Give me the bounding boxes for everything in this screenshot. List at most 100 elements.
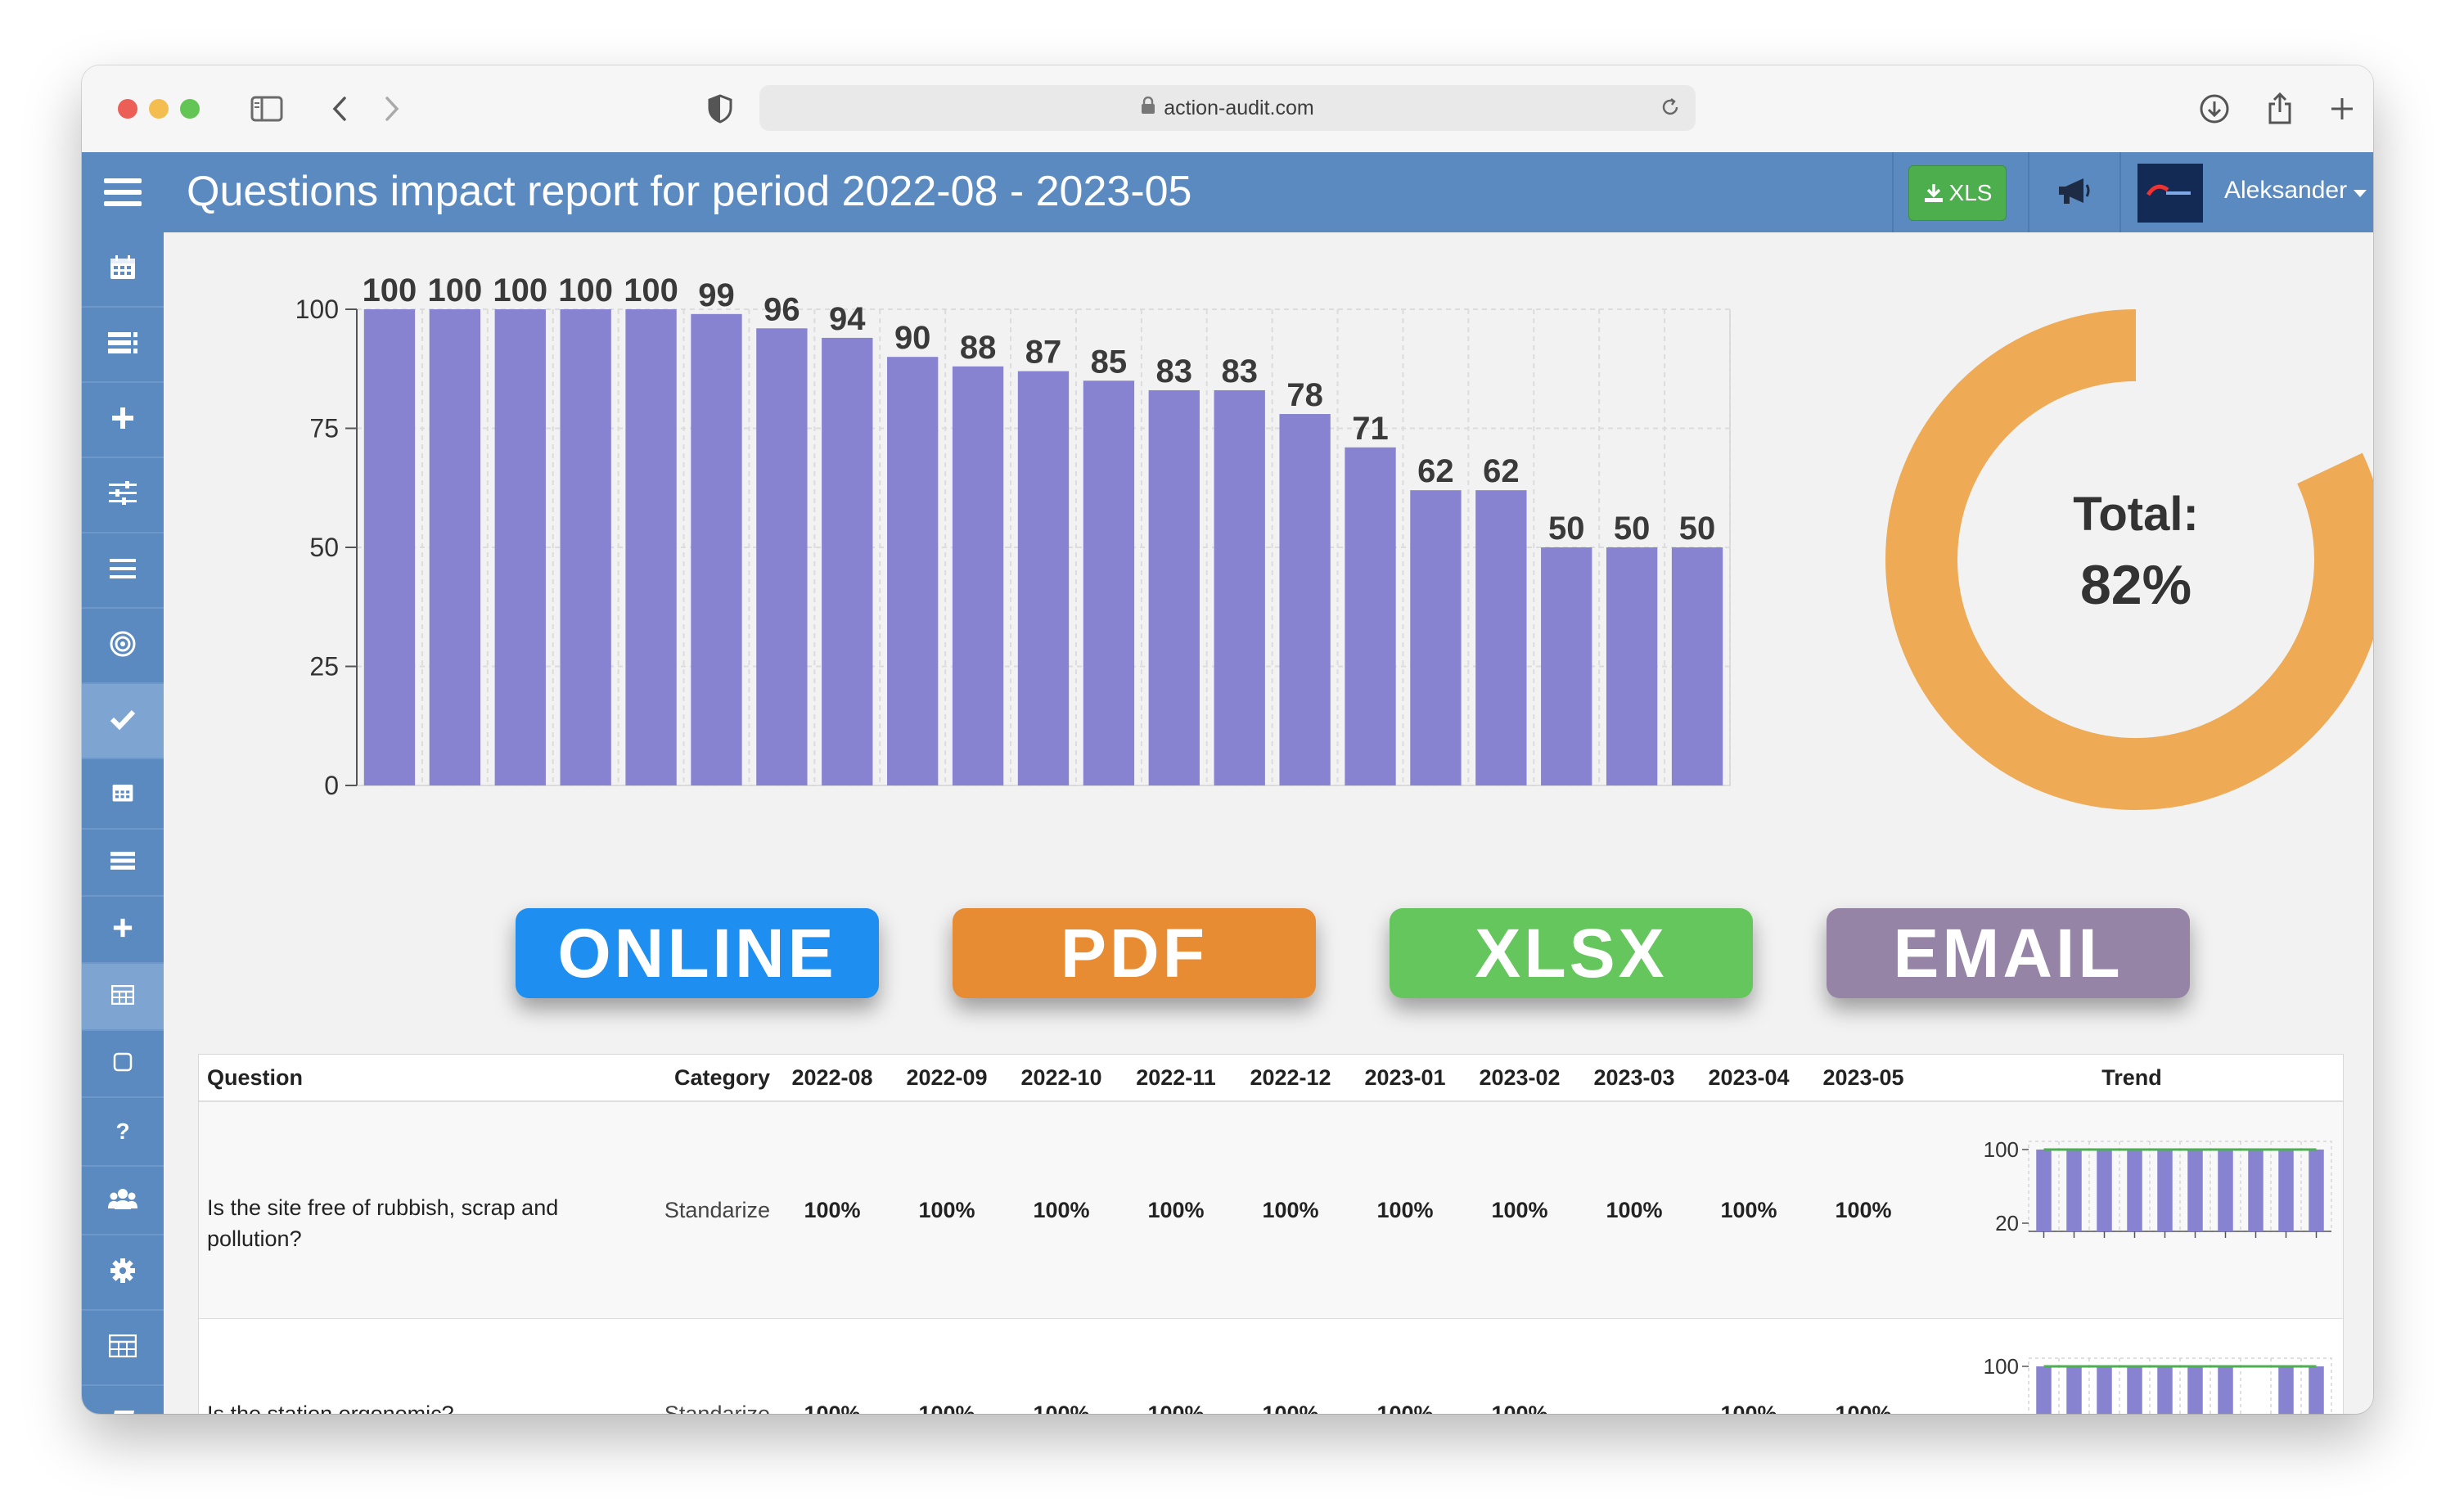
donut-total-label: Total: xyxy=(2073,487,2199,541)
column-header[interactable]: 2022-10 xyxy=(1004,1055,1119,1102)
table-row[interactable]: Is the station ergonomic? Standarize 100… xyxy=(199,1318,2343,1414)
bar[interactable] xyxy=(1410,490,1462,785)
lock-icon xyxy=(1141,96,1155,120)
bar[interactable] xyxy=(1017,371,1070,785)
sidebar-item-square[interactable] xyxy=(82,1031,164,1098)
user-menu[interactable]: Aleksander xyxy=(2224,177,2367,205)
sidebar-item-check[interactable] xyxy=(82,684,164,759)
sidebar-item-settings[interactable] xyxy=(82,1235,164,1311)
sidebar-item-add[interactable] xyxy=(82,383,164,458)
bar[interactable] xyxy=(1606,547,1658,785)
check-icon xyxy=(110,709,136,734)
bar[interactable] xyxy=(1475,490,1527,785)
sidebar-item-help[interactable]: ? xyxy=(82,1098,164,1167)
bar-value-label: 99 xyxy=(698,277,735,313)
browser-window: action-audit.com Questions impact report… xyxy=(82,65,2373,1414)
sidebar-item-menu[interactable] xyxy=(82,533,164,609)
megaphone-icon[interactable] xyxy=(2056,175,2092,212)
sidebar-item-filters[interactable] xyxy=(82,458,164,533)
sidebar-item-calendar-2[interactable] xyxy=(82,759,164,830)
bar[interactable] xyxy=(887,357,939,785)
column-header[interactable]: 2023-02 xyxy=(1462,1055,1577,1102)
bar[interactable] xyxy=(429,309,481,785)
maximize-window-button[interactable] xyxy=(180,99,200,119)
address-bar[interactable]: action-audit.com xyxy=(759,85,1696,131)
app-header: Questions impact report for period 2022-… xyxy=(82,152,2373,232)
value-cell: 100% xyxy=(1233,1101,1348,1319)
reload-icon[interactable] xyxy=(1660,97,1681,124)
y-tick-label: 50 xyxy=(309,533,339,562)
column-header[interactable]: 2022-12 xyxy=(1233,1055,1348,1102)
bar[interactable] xyxy=(1541,547,1592,785)
bar[interactable] xyxy=(560,309,611,785)
shield-icon[interactable] xyxy=(705,90,735,128)
bar[interactable] xyxy=(1214,389,1265,785)
table-row[interactable]: Is the site free of rubbish, scrap and p… xyxy=(199,1101,2343,1319)
column-header[interactable]: Question xyxy=(199,1055,624,1102)
bar[interactable] xyxy=(756,328,808,785)
grid-icon xyxy=(108,1334,137,1361)
value-cell: 100% xyxy=(1806,1318,1921,1414)
bar[interactable] xyxy=(691,313,742,785)
sidebar-item-users[interactable] xyxy=(82,1167,164,1235)
gear-icon xyxy=(110,1258,136,1288)
new-tab-icon[interactable] xyxy=(2326,90,2358,128)
donut-arc[interactable] xyxy=(1885,309,2373,810)
bar-value-label: 87 xyxy=(1025,335,1062,371)
download-icon[interactable] xyxy=(2196,90,2232,128)
bar[interactable] xyxy=(1148,389,1200,785)
bar[interactable] xyxy=(1083,380,1135,785)
bar[interactable] xyxy=(363,309,416,785)
column-header[interactable]: 2023-03 xyxy=(1577,1055,1691,1102)
forward-icon[interactable] xyxy=(380,90,404,128)
xls-export-button[interactable]: XLS xyxy=(1908,165,2007,221)
sidebar-item-target[interactable] xyxy=(82,609,164,684)
sidebar-item-table[interactable] xyxy=(82,964,164,1031)
column-header[interactable]: 2022-11 xyxy=(1119,1055,1233,1102)
sidebar-item-list[interactable] xyxy=(82,308,164,383)
sidebar-item-calendar[interactable] xyxy=(82,232,164,308)
value-cell: 100% xyxy=(1233,1318,1348,1414)
y-tick-label: 0 xyxy=(324,771,339,800)
bar[interactable] xyxy=(822,337,873,785)
bar-value-label: 62 xyxy=(1417,453,1454,489)
sidebar: ? xyxy=(82,232,164,1414)
table-header-row: Question Category 2022-08 2022-09 2022-1… xyxy=(199,1055,2343,1102)
email-button[interactable]: EMAIL xyxy=(1827,908,2190,998)
column-header[interactable]: 2023-04 xyxy=(1691,1055,1806,1102)
back-icon[interactable] xyxy=(327,90,352,128)
menu-icon[interactable] xyxy=(82,152,164,232)
bar[interactable] xyxy=(494,309,546,785)
bar[interactable] xyxy=(1671,547,1723,785)
book-icon xyxy=(110,1409,136,1414)
column-header[interactable]: Category xyxy=(624,1055,775,1102)
bar[interactable] xyxy=(1345,447,1396,785)
column-header[interactable]: Trend xyxy=(1921,1055,2343,1102)
online-button[interactable]: ONLINE xyxy=(516,908,879,998)
column-header[interactable]: 2022-09 xyxy=(890,1055,1004,1102)
sidebar-item-add-2[interactable] xyxy=(82,897,164,964)
sidebar-toggle-icon[interactable] xyxy=(249,90,285,128)
close-window-button[interactable] xyxy=(118,99,137,119)
xlsx-button[interactable]: XLSX xyxy=(1390,908,1753,998)
company-logo-avatar[interactable] xyxy=(2137,164,2203,223)
pdf-button[interactable]: PDF xyxy=(953,908,1316,998)
bar[interactable] xyxy=(625,309,677,785)
header-divider xyxy=(2028,152,2029,232)
trend-bar xyxy=(2218,1150,2233,1231)
sidebar-item-grid[interactable] xyxy=(82,1311,164,1386)
sidebar-item-list-2[interactable] xyxy=(82,830,164,897)
share-icon[interactable] xyxy=(2264,90,2296,128)
column-header[interactable]: 2022-08 xyxy=(775,1055,890,1102)
minimize-window-button[interactable] xyxy=(149,99,169,119)
column-header[interactable]: 2023-05 xyxy=(1806,1055,1921,1102)
trend-bar xyxy=(2036,1150,2052,1231)
sidebar-item-book[interactable] xyxy=(82,1386,164,1414)
user-name: Aleksander xyxy=(2224,177,2348,204)
value-cell: --- xyxy=(1577,1318,1691,1414)
bar[interactable] xyxy=(1279,414,1331,785)
column-header[interactable]: 2023-01 xyxy=(1348,1055,1462,1102)
bar[interactable] xyxy=(952,366,1004,786)
